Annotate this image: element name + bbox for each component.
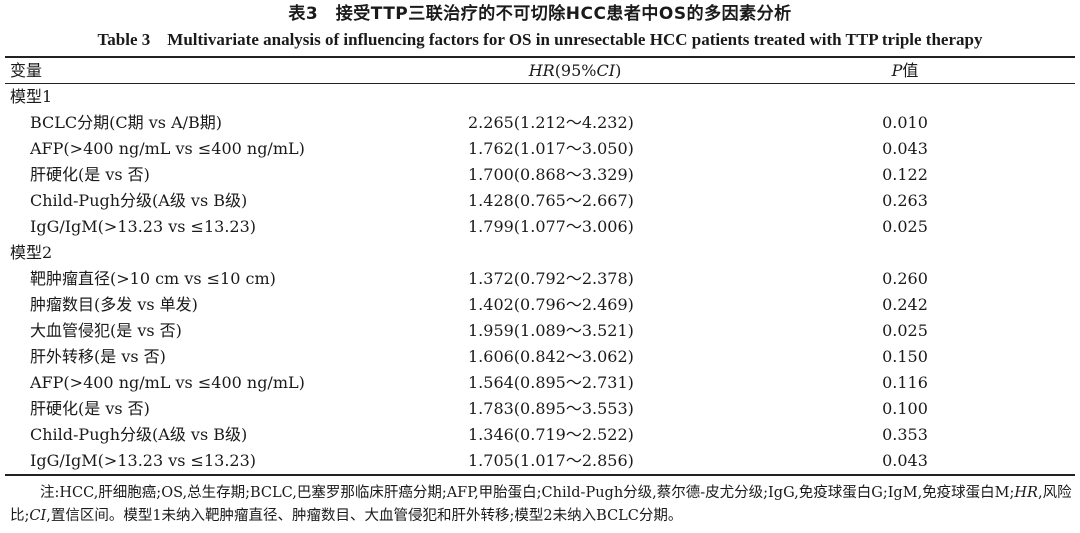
variable-cell: 肝硬化(是 vs 否): [30, 399, 150, 418]
variable-cell: AFP(>400 ng/mL vs ≤400 ng/mL): [30, 139, 305, 158]
hr-cell: 1.606(0.842～3.062): [468, 347, 634, 366]
table-row: AFP(>400 ng/mL vs ≤400 ng/mL) 1.762(1.017…: [0, 136, 1080, 162]
group-row: 模型2: [0, 240, 1080, 266]
table-row: 肝外转移(是 vs 否) 1.606(0.842～3.062) 0.150: [0, 344, 1080, 370]
hr-cell: 1.564(0.895～2.731): [468, 373, 634, 392]
p-value-cell: 0.242: [882, 295, 928, 314]
table-row: Child-Pugh分级(A级 vs B级) 1.346(0.719～2.522)…: [0, 422, 1080, 448]
p-value-cell: 0.025: [882, 217, 928, 236]
p-value-cell: 0.100: [882, 399, 928, 418]
p-value-cell: 0.260: [882, 269, 928, 288]
table-bottom-rule: [5, 474, 1075, 476]
table-header: 变量 HR(95%CI) P值: [0, 58, 1080, 83]
table-body: 模型1 BCLC分期(C期 vs A/B期) 2.265(1.212～4.232) 0…: [0, 84, 1080, 474]
variable-cell: 肝外转移(是 vs 否): [30, 347, 166, 366]
variable-cell: BCLC分期(C期 vs A/B期): [30, 113, 223, 132]
table-row: AFP(>400 ng/mL vs ≤400 ng/mL) 1.564(0.895…: [0, 370, 1080, 396]
header-hr-open: (95%: [554, 61, 597, 80]
table-row: 肿瘤数目(多发 vs 单发) 1.402(0.796～2.469) 0.242: [0, 292, 1080, 318]
hr-cell: 1.705(1.017～2.856): [468, 451, 634, 470]
table-row: 大血管侵犯(是 vs 否) 1.959(1.089～3.521) 0.025: [0, 318, 1080, 344]
variable-cell: 肝硬化(是 vs 否): [30, 165, 150, 184]
p-value-cell: 0.353: [882, 425, 928, 444]
hr-cell: 1.402(0.796～2.469): [468, 295, 634, 314]
header-p: P值: [830, 58, 980, 83]
variable-cell: 靶肿瘤直径(>10 cm vs ≤10 cm): [30, 269, 276, 288]
table-row: Child-Pugh分级(A级 vs B级) 1.428(0.765～2.667)…: [0, 188, 1080, 214]
p-value-cell: 0.116: [882, 373, 928, 392]
variable-cell: IgG/IgM(>13.23 vs ≤13.23): [30, 217, 257, 236]
hr-cell: 2.265(1.212～4.232): [468, 113, 634, 132]
header-variable: 变量: [10, 61, 43, 80]
header-ci-italic: CI: [596, 61, 616, 80]
hr-cell: 1.799(1.077～3.006): [468, 217, 634, 236]
table-row: IgG/IgM(>13.23 vs ≤13.23) 1.799(1.077～3.0…: [0, 214, 1080, 240]
hr-cell: 1.700(0.868～3.329): [468, 165, 634, 184]
p-value-cell: 0.043: [882, 139, 928, 158]
table-header-rule: [5, 83, 1075, 84]
p-value-cell: 0.043: [882, 451, 928, 470]
footnote-part2: ,风险比;: [10, 485, 1072, 524]
table-footnote: 注:HCC,肝细胞癌;OS,总生存期;BCLC,巴塞罗那临床肝癌分期;AFP,甲…: [10, 482, 1072, 528]
footnote-part3: ,置信区间。模型1未纳入靶肿瘤直径、肿瘤数目、大血管侵犯和肝外转移;模型2未纳入…: [46, 508, 683, 524]
header-hr-italic: HR: [528, 61, 555, 80]
group-label: 模型2: [10, 243, 53, 262]
p-value-cell: 0.025: [882, 321, 928, 340]
variable-cell: 肿瘤数目(多发 vs 单发): [30, 295, 198, 314]
group-label: 模型1: [10, 87, 53, 106]
table-top-rule: [5, 56, 1075, 58]
footnote-hr-italic: HR: [1014, 485, 1038, 501]
hr-cell: 1.959(1.089～3.521): [468, 321, 634, 340]
variable-cell: IgG/IgM(>13.23 vs ≤13.23): [30, 451, 257, 470]
hr-cell: 1.346(0.719～2.522): [468, 425, 634, 444]
variable-cell: Child-Pugh分级(A级 vs B级): [30, 191, 248, 210]
table-row: 靶肿瘤直径(>10 cm vs ≤10 cm) 1.372(0.792～2.378…: [0, 266, 1080, 292]
table-title-chinese: 表3 接受TTP三联治疗的不可切除HCC患者中OS的多因素分析: [288, 4, 792, 24]
footnote-ci-italic: CI: [29, 508, 47, 524]
variable-cell: 大血管侵犯(是 vs 否): [30, 321, 182, 340]
hr-cell: 1.428(0.765～2.667): [468, 191, 634, 210]
header-hr: HR(95%CI): [430, 58, 720, 83]
header-p-suffix: 值: [902, 61, 919, 80]
hr-cell: 1.783(0.895～3.553): [468, 399, 634, 418]
p-value-cell: 0.263: [882, 191, 928, 210]
hr-cell: 1.762(1.017～3.050): [468, 139, 634, 158]
hr-cell: 1.372(0.792～2.378): [468, 269, 634, 288]
p-value-cell: 0.122: [882, 165, 928, 184]
variable-cell: AFP(>400 ng/mL vs ≤400 ng/mL): [30, 373, 305, 392]
variable-cell: Child-Pugh分级(A级 vs B级): [30, 425, 248, 444]
p-value-cell: 0.150: [882, 347, 928, 366]
header-hr-close: ): [615, 61, 622, 80]
table-row: IgG/IgM(>13.23 vs ≤13.23) 1.705(1.017～2.8…: [0, 448, 1080, 474]
table-row: BCLC分期(C期 vs A/B期) 2.265(1.212～4.232) 0.01…: [0, 110, 1080, 136]
table-row: 肝硬化(是 vs 否) 1.700(0.868～3.329) 0.122: [0, 162, 1080, 188]
table-row: 肝硬化(是 vs 否) 1.783(0.895～3.553) 0.100: [0, 396, 1080, 422]
group-row: 模型1: [0, 84, 1080, 110]
footnote-part1: 注:HCC,肝细胞癌;OS,总生存期;BCLC,巴塞罗那临床肝癌分期;AFP,甲…: [40, 485, 1015, 501]
header-p-italic: P: [891, 61, 903, 80]
table-title-english: Table 3 Multivariate analysis of influen…: [97, 30, 983, 49]
p-value-cell: 0.010: [882, 113, 928, 132]
